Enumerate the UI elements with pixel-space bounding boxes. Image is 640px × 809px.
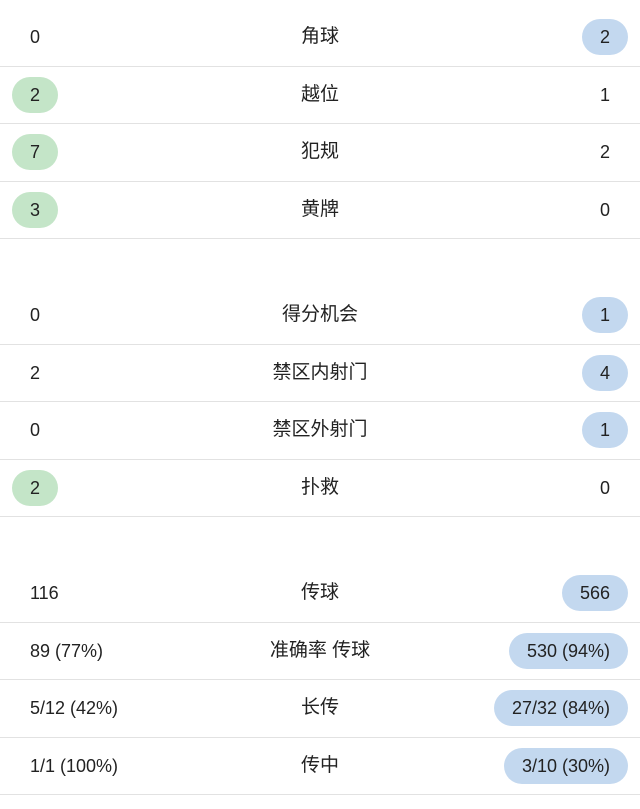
- stats-group: 0 得分机会 1 2 禁区内射门 4 0 禁区外射门 1 2 扑救 0: [0, 287, 640, 517]
- stat-label: 传中: [300, 754, 339, 776]
- stat-row: 3 黄牌 0: [0, 182, 640, 239]
- stats-group: 0 角球 2 2 越位 1 7 犯规 2 3 黄牌 0: [0, 9, 640, 239]
- stat-label: 禁区外射门: [272, 419, 368, 441]
- stats-group: 116 传球 566 89 (77%) 准确率 传球 530 (94%) 5/12 (42%…: [0, 565, 640, 795]
- home-value: 89 (77%): [30, 640, 104, 661]
- stat-label: 长传: [300, 697, 339, 719]
- away-value: 2: [582, 19, 628, 56]
- stat-label: 禁区内射门: [272, 361, 368, 383]
- home-value: 116: [30, 583, 59, 604]
- stat-row: 89 (77%) 准确率 传球 530 (94%): [0, 623, 640, 680]
- away-value: 4: [582, 354, 628, 391]
- stat-label: 黄牌: [300, 198, 339, 220]
- home-value: 3: [12, 191, 58, 228]
- away-value: 27/32 (84%): [493, 690, 628, 727]
- home-value: 2: [12, 469, 58, 506]
- away-value: 530 (94%): [508, 632, 628, 669]
- stat-label: 得分机会: [281, 304, 358, 326]
- home-value: 2: [12, 76, 58, 113]
- stat-row: 7 犯规 2: [0, 124, 640, 182]
- away-value: 1: [582, 412, 628, 449]
- stat-row: 5/12 (42%) 长传 27/32 (84%): [0, 680, 640, 738]
- away-value: 3/10 (30%): [503, 747, 628, 784]
- stat-row: 2 越位 1: [0, 67, 640, 124]
- stat-row: 2 扑救 0: [0, 460, 640, 517]
- stat-row: 2 禁区内射门 4: [0, 345, 640, 402]
- away-value: 1: [582, 297, 628, 334]
- stat-label: 犯规: [300, 141, 339, 163]
- stat-row: 0 禁区外射门 1: [0, 402, 640, 460]
- stat-label: 传球: [300, 582, 339, 604]
- home-value: 1/1 (100%): [30, 755, 119, 776]
- away-value: 2: [599, 142, 610, 163]
- stat-label: 越位: [300, 83, 339, 105]
- away-value: 1: [599, 84, 610, 105]
- home-value: 0: [30, 420, 41, 441]
- home-value: 7: [12, 134, 58, 171]
- away-value: 566: [561, 575, 628, 612]
- stat-label: 扑救: [300, 476, 339, 498]
- stat-label: 准确率 传球: [269, 639, 371, 661]
- away-value: 0: [599, 199, 610, 220]
- stat-row: 116 传球 566: [0, 565, 640, 623]
- stat-row: 0 得分机会 1: [0, 287, 640, 345]
- stat-row: 1/1 (100%) 传中 3/10 (30%): [0, 738, 640, 795]
- home-value: 0: [30, 27, 41, 48]
- home-value: 5/12 (42%): [30, 698, 119, 719]
- home-value: 2: [30, 362, 41, 383]
- home-value: 0: [30, 305, 41, 326]
- stat-row: 0 角球 2: [0, 9, 640, 67]
- stat-label: 角球: [300, 26, 339, 48]
- away-value: 0: [599, 477, 610, 498]
